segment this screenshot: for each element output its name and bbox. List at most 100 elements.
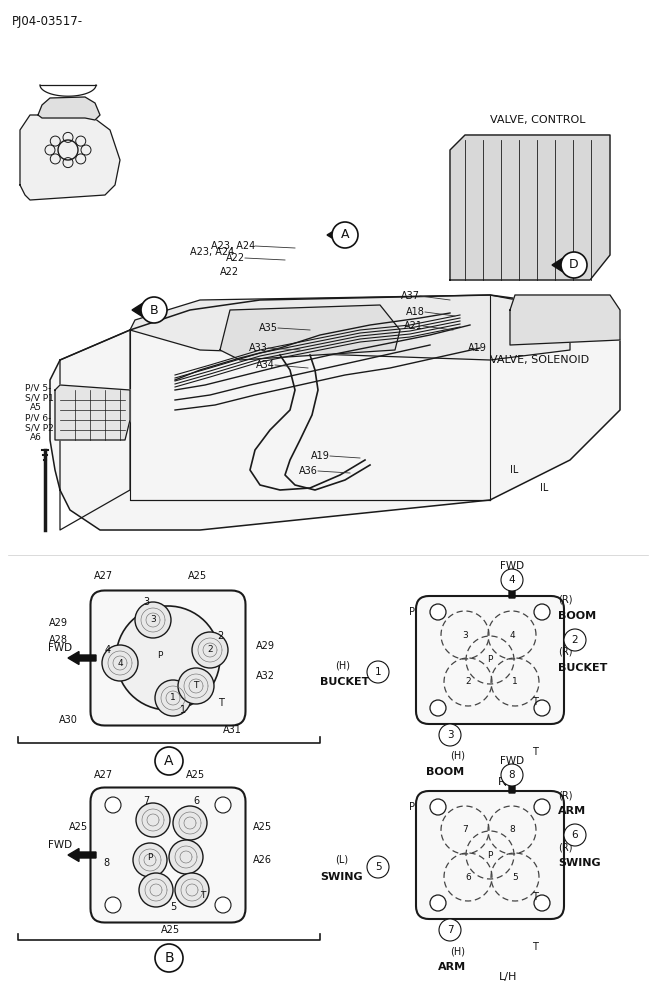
Text: FWD: FWD [48, 643, 72, 653]
Text: (L): (L) [335, 855, 348, 865]
Polygon shape [50, 295, 620, 530]
Circle shape [136, 803, 170, 837]
Circle shape [192, 632, 228, 668]
Circle shape [105, 797, 121, 813]
Text: A27: A27 [94, 770, 113, 780]
Text: T: T [218, 698, 224, 708]
Text: P: P [487, 850, 493, 859]
Circle shape [534, 895, 550, 911]
Text: P/V 6-: P/V 6- [25, 414, 51, 422]
Circle shape [178, 668, 214, 704]
Text: 6: 6 [571, 830, 579, 840]
Polygon shape [55, 385, 130, 440]
Text: A25: A25 [253, 822, 272, 832]
Text: 7: 7 [462, 826, 468, 834]
Text: 5: 5 [170, 902, 176, 912]
Text: A29: A29 [49, 618, 68, 628]
Polygon shape [450, 135, 610, 280]
Text: FWD: FWD [48, 840, 72, 850]
Circle shape [173, 806, 207, 840]
Circle shape [564, 629, 586, 651]
Text: A32: A32 [256, 671, 275, 681]
Text: A22: A22 [226, 253, 245, 263]
FancyArrow shape [68, 848, 96, 861]
Text: P: P [409, 607, 415, 617]
Text: BUCKET: BUCKET [558, 663, 607, 673]
FancyArrow shape [132, 303, 154, 317]
Text: 1: 1 [170, 694, 176, 702]
Circle shape [135, 602, 171, 638]
Text: 2: 2 [217, 631, 223, 641]
Text: ARM: ARM [438, 962, 466, 972]
Text: A5: A5 [30, 403, 42, 412]
Text: P: P [409, 802, 415, 812]
Text: A19: A19 [311, 451, 330, 461]
Polygon shape [20, 115, 120, 200]
Text: A22: A22 [220, 267, 239, 277]
Text: A23, A24: A23, A24 [211, 241, 255, 251]
Text: B: B [150, 304, 158, 316]
Text: P: P [487, 656, 493, 664]
Circle shape [564, 824, 586, 846]
Text: SWING: SWING [558, 858, 601, 868]
Text: A25: A25 [69, 822, 88, 832]
Text: T: T [532, 892, 538, 902]
Text: P: P [148, 854, 153, 862]
Circle shape [534, 799, 550, 815]
Text: T: T [532, 697, 538, 707]
Circle shape [367, 661, 389, 683]
Text: BUCKET: BUCKET [320, 677, 369, 687]
Text: A29: A29 [256, 641, 275, 651]
Text: T: T [532, 942, 538, 952]
Text: BOOM: BOOM [558, 611, 596, 621]
Circle shape [139, 873, 173, 907]
Text: 1: 1 [180, 705, 186, 715]
Circle shape [116, 606, 220, 710]
Text: VALVE, CONTROL: VALVE, CONTROL [490, 115, 586, 125]
Text: A35: A35 [259, 323, 278, 333]
Text: 6: 6 [193, 796, 199, 806]
Text: SWING: SWING [320, 872, 363, 882]
Text: 1: 1 [375, 667, 381, 677]
Text: D: D [569, 258, 579, 271]
FancyArrow shape [552, 258, 574, 272]
FancyArrow shape [506, 768, 518, 793]
Circle shape [561, 252, 587, 278]
Text: FWD: FWD [500, 561, 524, 571]
Circle shape [105, 897, 121, 913]
Text: 3: 3 [462, 631, 468, 640]
Text: B: B [164, 951, 174, 965]
FancyArrow shape [506, 573, 518, 598]
Circle shape [141, 297, 167, 323]
Text: A25: A25 [188, 571, 207, 581]
Text: 4: 4 [508, 575, 516, 585]
Text: 3: 3 [447, 730, 453, 740]
Text: FWD: FWD [500, 756, 524, 766]
Polygon shape [38, 97, 100, 120]
Text: (R): (R) [558, 842, 573, 852]
Text: 4: 4 [105, 645, 111, 655]
Circle shape [215, 897, 231, 913]
Text: A36: A36 [299, 466, 318, 476]
Text: (H): (H) [451, 946, 466, 956]
Text: A27: A27 [94, 571, 113, 581]
Text: 8: 8 [103, 858, 109, 868]
Text: 6: 6 [465, 872, 471, 882]
Text: (R): (R) [558, 647, 573, 657]
Circle shape [501, 569, 523, 591]
Text: ARM: ARM [558, 806, 586, 816]
Text: A: A [164, 754, 174, 768]
FancyBboxPatch shape [91, 788, 245, 922]
Text: A: A [340, 229, 349, 241]
Text: P/V 5-: P/V 5- [25, 383, 51, 392]
Text: 5: 5 [512, 872, 518, 882]
Text: T: T [194, 682, 199, 690]
Text: A21: A21 [404, 321, 423, 331]
Circle shape [430, 700, 446, 716]
Polygon shape [510, 295, 620, 345]
Circle shape [439, 724, 461, 746]
Text: A18: A18 [406, 307, 425, 317]
Text: A19: A19 [468, 343, 487, 353]
Text: 1: 1 [512, 678, 518, 686]
Text: S/V P2: S/V P2 [25, 424, 54, 432]
